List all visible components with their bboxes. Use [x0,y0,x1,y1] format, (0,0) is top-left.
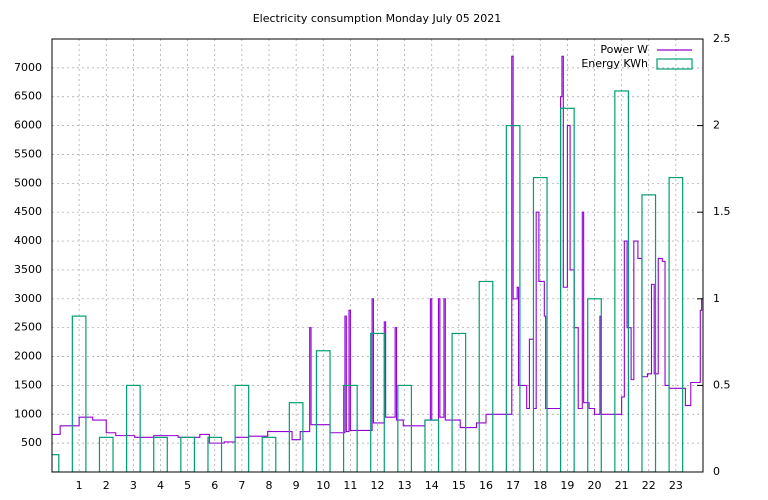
legend-label: Power W [600,43,648,56]
x-tick-label: 23 [669,479,683,492]
y-tick-label: 6500 [14,90,42,103]
power-line [52,55,703,444]
y-tick-label: 1500 [14,378,42,391]
y2-tick-label: 2.5 [713,32,731,45]
x-tick-label: 22 [642,479,656,492]
y2-tick-label: 1 [713,292,720,305]
x-tick-label: 7 [238,479,245,492]
x-tick-label: 4 [157,479,164,492]
chart-title: Electricity consumption Monday July 05 2… [253,12,502,25]
y2-tick-label: 1.5 [713,205,731,218]
x-tick-label: 15 [452,479,466,492]
y-tick-label: 500 [21,436,42,449]
x-tick-label: 1 [76,479,83,492]
y-tick-label: 3000 [14,292,42,305]
energy-box [478,280,494,472]
y-tick-label: 4000 [14,234,42,247]
x-tick-label: 9 [293,479,300,492]
x-tick-label: 6 [211,479,218,492]
y-tick-label: 7000 [14,61,42,74]
y-tick-label: 3500 [14,263,42,276]
legend-label: Energy KWh [581,57,648,70]
energy-box [451,332,467,472]
energy-box [52,454,60,472]
grid [52,39,703,472]
y-tick-label: 5500 [14,147,42,160]
x-tick-label: 18 [533,479,547,492]
x-tick-label: 17 [506,479,520,492]
plot-frame [51,38,704,473]
x-tick-label: 3 [130,479,137,492]
x-tick-label: 19 [560,479,574,492]
energy-box [370,332,385,472]
x-tick-label: 12 [371,479,385,492]
energy-box [424,419,440,472]
energy-box [71,315,87,472]
energy-box [532,176,548,472]
y-tick-label: 6000 [14,119,42,132]
x-tick-label: 20 [588,479,602,492]
y-tick-label: 1000 [14,407,42,420]
y2-tick-label: 0 [713,465,720,478]
energy-box [288,402,304,472]
plot-area [52,55,703,472]
x-tick-label: 21 [615,479,629,492]
x-tick-label: 11 [343,479,357,492]
y2-tick-label: 2 [713,119,720,132]
x-tick-label: 13 [398,479,412,492]
x-tick-label: 16 [479,479,493,492]
energy-box [641,194,657,472]
energy-box [614,90,630,472]
x-tick-label: 2 [103,479,110,492]
x-tick-label: 10 [316,479,330,492]
y-tick-label: 5000 [14,176,42,189]
y-tick-label: 2500 [14,321,42,334]
energy-box [668,176,684,472]
x-tick-label: 5 [184,479,191,492]
x-tick-label: 8 [266,479,273,492]
energy-box [559,107,575,472]
energy-box [315,350,331,472]
x-tick-label: 14 [425,479,439,492]
y2-tick-label: 0.5 [713,378,731,391]
y-tick-label: 4500 [14,205,42,218]
legend-swatch [656,58,693,70]
y-tick-label: 2000 [14,350,42,363]
